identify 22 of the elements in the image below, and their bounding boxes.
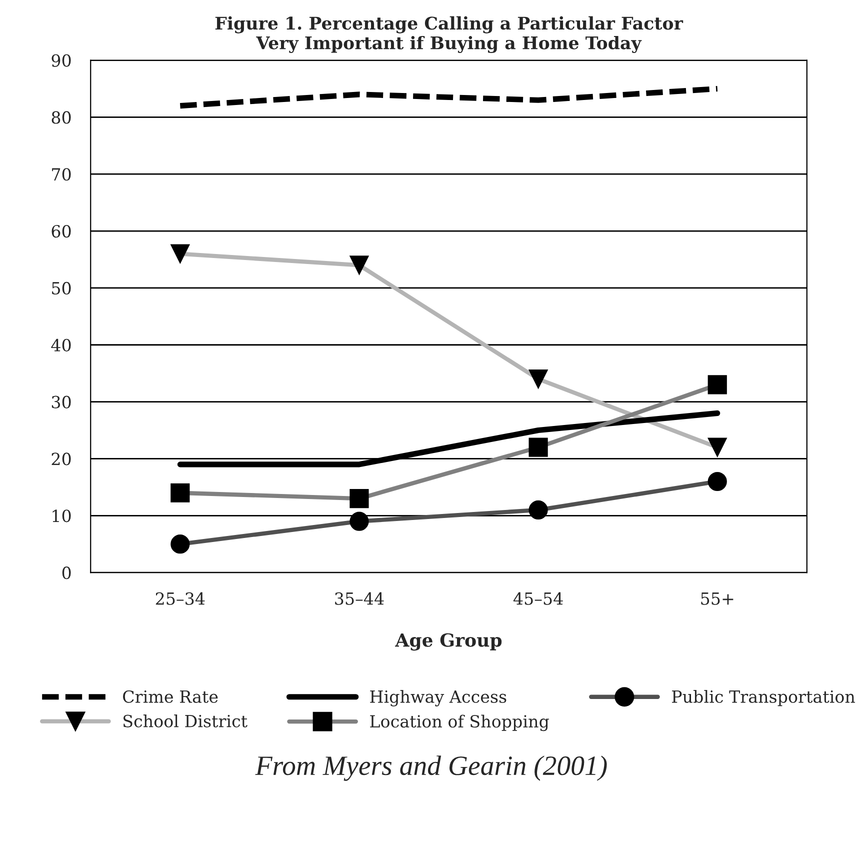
chart-title: Figure 1. Percentage Calling a Particular Factor Very Important if Buying a Home Today [215, 16, 684, 54]
legend-label: Crime Rate [123, 690, 218, 703]
x-tick-label: 45–54 [513, 592, 563, 605]
x-tick-label: 55+ [701, 592, 734, 605]
legend-label: Public Transportation [672, 690, 855, 706]
legend-label: Location of Shopping [370, 714, 549, 732]
y-tick-label: 30 [52, 396, 71, 408]
y-tick-label: 10 [52, 510, 71, 522]
x-tick-label: 35–44 [335, 592, 384, 605]
y-tick-label: 60 [52, 224, 71, 238]
y-tick-label: 20 [52, 452, 71, 466]
legend-label: Highway Access [370, 690, 506, 706]
y-tick-label: 40 [51, 338, 71, 352]
legend-label: School District [124, 714, 248, 728]
y-tick-label: 80 [52, 111, 71, 124]
x-tick-label: 25–34 [156, 592, 205, 605]
x-axis-title: Age Group [395, 633, 502, 651]
y-tick-label: 70 [52, 168, 71, 181]
y-tick-label: 90 [52, 54, 71, 67]
y-tick-label: 50 [52, 282, 71, 295]
y-tick-label: 0 [62, 566, 71, 580]
text: From Myers and Gearin (2001) [255, 756, 607, 781]
